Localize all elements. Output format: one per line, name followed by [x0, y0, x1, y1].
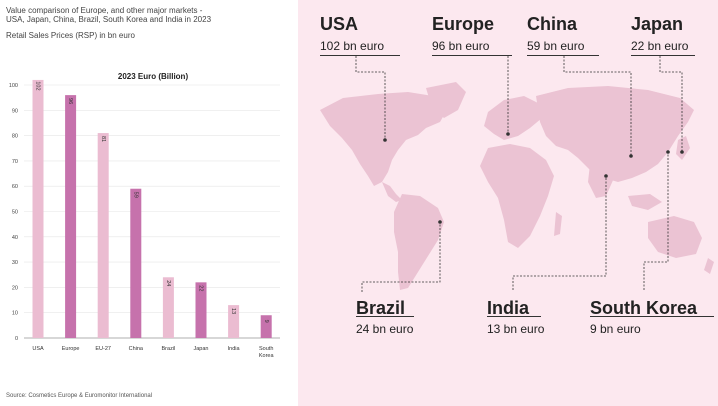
leader-china	[563, 56, 632, 156]
bar-south-korea	[260, 315, 272, 338]
leader-lines	[355, 56, 683, 292]
world-map	[320, 56, 714, 292]
leader-india	[512, 176, 607, 290]
bar-value-europe: 96	[67, 98, 73, 104]
bar-value-china: 59	[132, 192, 138, 198]
label-china-value: 59 bn euro	[527, 39, 585, 53]
label-japan-value: 22 bn euro	[631, 39, 689, 53]
bar-china	[130, 188, 142, 338]
label-india-value: 13 bn euro	[487, 322, 545, 336]
underline-europe	[432, 55, 512, 56]
leader-japan	[659, 56, 683, 152]
leader-usa	[355, 56, 386, 140]
label-brazil-country: Brazil	[356, 298, 406, 318]
dot-europe	[506, 132, 510, 136]
bar-value-japan: 22	[198, 285, 204, 291]
underline-japan	[631, 55, 695, 56]
label-europe-country: Europe	[432, 14, 495, 34]
location-dots	[383, 132, 684, 224]
bar-india	[228, 305, 240, 338]
label-brazil-value: 24 bn euro	[356, 322, 414, 336]
y-tick-40: 40	[12, 235, 18, 241]
y-tick-30: 30	[12, 260, 18, 266]
label-usa-country: USA	[320, 14, 359, 34]
dot-japan	[680, 150, 684, 154]
underline-usa	[320, 55, 400, 56]
page-subtitle: Retail Sales Prices (RSP) in bn euro	[6, 31, 135, 40]
y-tick-60: 60	[12, 184, 18, 190]
x-tick-india: India	[228, 346, 241, 352]
source-note: Source: Cosmetics Europe & Euromonitor I…	[6, 393, 153, 399]
bar-value-south-korea: 9	[263, 320, 269, 323]
bar-value-eu-27: 81	[100, 136, 106, 142]
label-usa-value: 102 bn euro	[320, 39, 385, 53]
y-tick-10: 10	[12, 311, 18, 317]
bar-value-brazil: 24	[165, 280, 171, 286]
bar-usa	[32, 79, 44, 338]
page-title-line1: Value comparison of Europe, and other ma…	[6, 6, 203, 15]
underline-china	[527, 55, 599, 56]
x-tick-europe: Europe	[62, 346, 80, 352]
bar-japan	[195, 282, 207, 338]
dot-south-korea	[666, 150, 670, 154]
label-china-country: China	[527, 14, 578, 34]
dot-usa	[383, 138, 387, 142]
page-title-line2: USA, Japan, China, Brazil, South Korea a…	[6, 15, 212, 24]
label-south-korea-value: 9 bn euro	[590, 322, 641, 336]
y-tick-100: 100	[9, 83, 18, 89]
underline-brazil	[356, 316, 414, 317]
x-tick-south-korea-0: South	[259, 346, 273, 352]
x-tick-usa: USA	[32, 346, 44, 352]
bar-brazil	[162, 277, 174, 338]
label-japan-country: Japan	[631, 14, 684, 34]
map-panel: USA 102 bn euro Europe 96 bn euro China …	[298, 0, 718, 406]
underline-south-korea	[590, 316, 714, 317]
y-tick-90: 90	[12, 108, 18, 114]
bar-europe	[65, 95, 77, 339]
y-tick-20: 20	[12, 285, 18, 291]
x-tick-south-korea-1: Korea	[259, 353, 275, 359]
x-tick-eu-27: EU-27	[95, 346, 111, 352]
dot-china	[629, 154, 633, 158]
bar-eu-27	[97, 133, 109, 338]
bar-chart: 2023 Euro (Billion) 0 10 20 30 40 50 60 70 80 90 10…	[9, 72, 280, 359]
dot-brazil	[438, 220, 442, 224]
dot-india	[604, 174, 608, 178]
label-south-korea-country: South Korea	[590, 298, 698, 318]
leader-brazil	[361, 222, 441, 292]
label-india-country: India	[487, 298, 530, 318]
bar-value-india: 13	[230, 308, 236, 314]
chart-panel: Value comparison of Europe, and other ma…	[0, 0, 298, 406]
chart-title: 2023 Euro (Billion)	[118, 72, 189, 81]
bar-value-usa: 102	[35, 81, 41, 90]
underline-india	[487, 316, 541, 317]
x-tick-brazil: Brazil	[162, 346, 176, 352]
label-europe-value: 96 bn euro	[432, 39, 490, 53]
world-map-land	[320, 82, 714, 290]
leader-south-korea	[643, 152, 669, 290]
y-tick-0: 0	[15, 336, 18, 342]
x-tick-japan: Japan	[194, 346, 209, 352]
y-tick-50: 50	[12, 210, 18, 216]
y-tick-70: 70	[12, 159, 18, 165]
y-tick-80: 80	[12, 134, 18, 140]
x-tick-china: China	[129, 346, 144, 352]
